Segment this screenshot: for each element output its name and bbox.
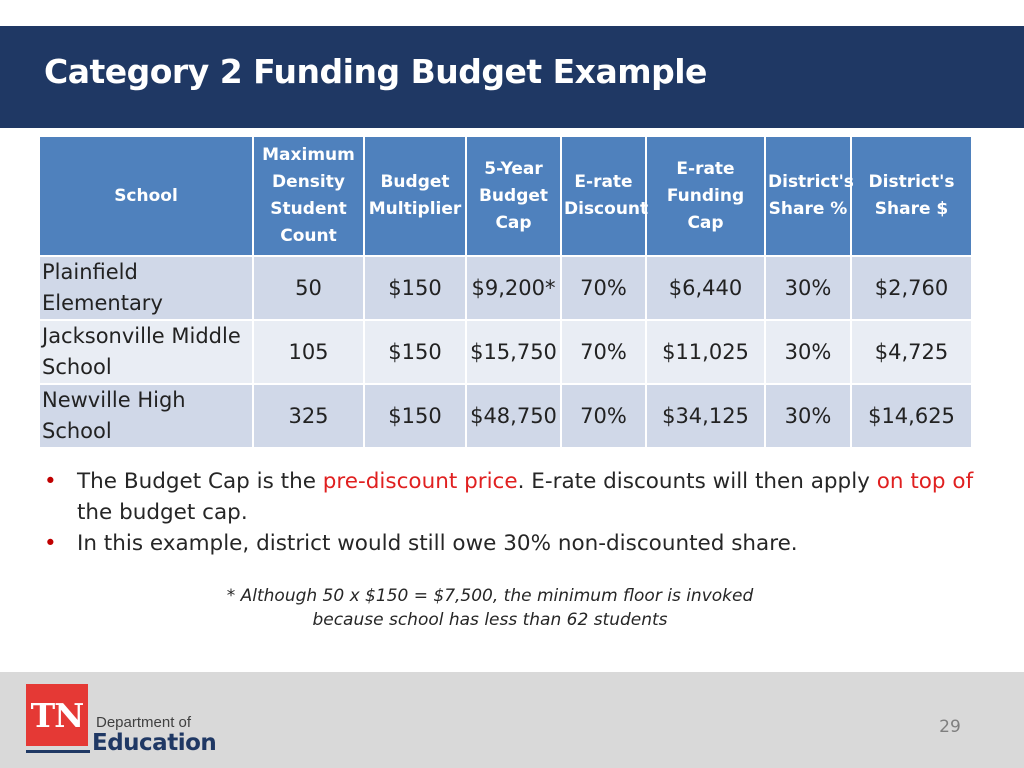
header-district-share-dollar: District's Share $ — [850, 135, 973, 257]
cell-budget-multiplier: $150 — [363, 383, 467, 449]
page-number: 29 — [939, 717, 961, 737]
cell-erate-discount: 70% — [560, 319, 647, 385]
cell-max-density: 50 — [252, 255, 365, 321]
cell-district-share-pct: 30% — [764, 383, 852, 449]
highlight-text: pre-discount price — [322, 469, 518, 494]
tn-logo-icon: TN — [26, 684, 88, 746]
cell-budget-multiplier: $150 — [363, 255, 467, 321]
table-row: Jacksonville Middle School 105 $150 $15,… — [38, 319, 973, 385]
footnote: * Although 50 x $150 = $7,500, the minim… — [200, 584, 780, 632]
cell-district-share-dollar: $2,760 — [850, 255, 973, 321]
cell-budget-cap: $9,200* — [465, 255, 562, 321]
table-row: Plainfield Elementary 50 $150 $9,200* 70… — [38, 255, 973, 321]
cell-district-share-dollar: $4,725 — [850, 319, 973, 385]
bullet-marker: • — [44, 469, 57, 494]
cell-budget-cap: $48,750 — [465, 383, 562, 449]
bullet-list: • The Budget Cap is the pre-discount pri… — [42, 466, 982, 559]
header-budget-multiplier: Budget Multiplier — [363, 135, 467, 257]
cell-budget-multiplier: $150 — [363, 319, 467, 385]
cell-district-share-pct: 30% — [764, 255, 852, 321]
highlight-text: on top of — [876, 469, 974, 494]
logo-divider — [26, 750, 90, 753]
bullet-text: In this example, district would still ow… — [77, 531, 798, 556]
header-erate-discount: E-rate Discount — [560, 135, 648, 257]
budget-table: School Maximum Density Student Count Bud… — [38, 135, 973, 449]
cell-max-density: 105 — [252, 319, 365, 385]
bullet-text: . E-rate discounts will then apply — [517, 469, 877, 494]
cell-erate-funding-cap: $6,440 — [645, 255, 766, 321]
page-title: Category 2 Funding Budget Example — [44, 52, 707, 91]
header-max-density: Maximum Density Student Count — [252, 135, 365, 257]
table-row: Newville High School 325 $150 $48,750 70… — [38, 383, 973, 449]
cell-district-share-dollar: $14,625 — [850, 383, 973, 449]
footer-bar — [0, 672, 1024, 768]
cell-max-density: 325 — [252, 383, 365, 449]
header-district-share-pct: District's Share % — [764, 135, 854, 257]
header-erate-funding-cap: E-rate Funding Cap — [645, 135, 766, 257]
cell-school: Plainfield Elementary — [38, 255, 254, 321]
bullet-marker: • — [44, 531, 57, 556]
header-budget-cap: 5-Year Budget Cap — [465, 135, 562, 257]
bullet-text: the budget cap. — [77, 500, 248, 525]
footnote-line: because school has less than 62 students — [312, 610, 668, 630]
cell-erate-funding-cap: $34,125 — [645, 383, 766, 449]
cell-erate-discount: 70% — [560, 383, 647, 449]
logo-department-text: Department of — [96, 714, 192, 731]
title-bar — [0, 26, 1024, 128]
bullet-item: • The Budget Cap is the pre-discount pri… — [42, 466, 982, 528]
cell-district-share-pct: 30% — [764, 319, 852, 385]
cell-erate-discount: 70% — [560, 255, 647, 321]
bullet-item: • In this example, district would still … — [42, 528, 982, 559]
cell-school: Newville High School — [38, 383, 254, 449]
logo-education-text: Education — [92, 730, 217, 756]
cell-erate-funding-cap: $11,025 — [645, 319, 766, 385]
bullet-text: The Budget Cap is the — [77, 469, 323, 494]
table-header-row: School Maximum Density Student Count Bud… — [38, 135, 973, 257]
footnote-line: * Although 50 x $150 = $7,500, the minim… — [226, 586, 754, 606]
header-school: School — [38, 135, 254, 257]
cell-budget-cap: $15,750 — [465, 319, 562, 385]
cell-school: Jacksonville Middle School — [38, 319, 254, 385]
